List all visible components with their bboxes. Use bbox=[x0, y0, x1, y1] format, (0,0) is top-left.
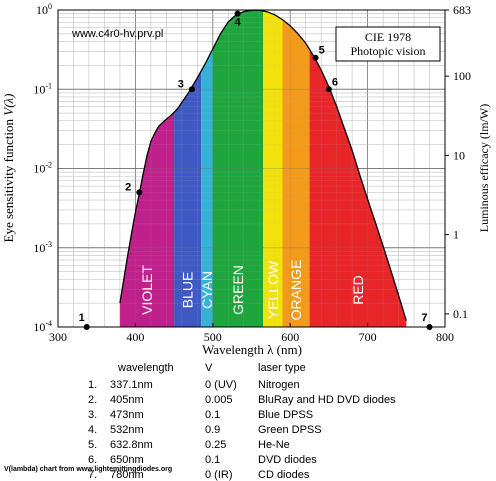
legend-box: CIE 1978 Photopic vision bbox=[335, 26, 441, 62]
laser-point-label: 6 bbox=[332, 76, 338, 88]
y2-tick-label: 10 bbox=[453, 148, 465, 162]
table-cell-num: 1. bbox=[88, 379, 98, 391]
spectrum-bands bbox=[119, 10, 407, 328]
sensitivity-curve bbox=[119, 9, 407, 321]
band-yellow bbox=[263, 10, 283, 328]
y-axis-ticks: 10-4 10-3 10-2 10-1 100 bbox=[33, 2, 52, 334]
y2-tick-label: 100 bbox=[453, 69, 471, 83]
band-label: CYAN bbox=[199, 271, 215, 309]
x-tick-label: 700 bbox=[359, 330, 377, 344]
laser-point-7 bbox=[426, 324, 433, 330]
y-tick-label: 10-1 bbox=[33, 81, 52, 96]
table-cell-num: 5. bbox=[88, 439, 98, 451]
table-cell-wavelength: 337.1nm bbox=[110, 379, 153, 391]
x-axis-label: Wavelength λ (nm) bbox=[202, 342, 302, 357]
table-cell-wavelength: 405nm bbox=[110, 394, 144, 406]
y-tick-label: 10-4 bbox=[33, 319, 52, 334]
y2-tick-label: 683 bbox=[453, 3, 471, 17]
laser-point-label: 4 bbox=[235, 17, 242, 29]
band-label: BLUE bbox=[180, 272, 196, 309]
band-label: RED bbox=[350, 275, 366, 305]
table-cell-type: Nitrogen bbox=[258, 379, 300, 391]
laser-point-label: 7 bbox=[421, 312, 427, 324]
band-green bbox=[212, 10, 264, 327]
table-cell-num: 7. bbox=[88, 469, 98, 481]
y-tick-label: 10-3 bbox=[33, 240, 52, 255]
table-cell-wavelength: 632.8nm bbox=[110, 439, 153, 451]
legend-line-1: CIE 1978 bbox=[365, 30, 411, 44]
band-blue bbox=[174, 71, 202, 327]
x-tick-label: 500 bbox=[204, 330, 222, 344]
y-axis-label: Eye sensitivity function V(λ) bbox=[1, 94, 16, 243]
y-tick-label: 10-2 bbox=[33, 161, 52, 176]
band-label: YELLOW bbox=[265, 260, 281, 319]
x-tick-label: 800 bbox=[436, 330, 454, 344]
y2-tick-label: 0.1 bbox=[453, 307, 468, 321]
band-label: VIOLET bbox=[139, 265, 155, 315]
laser-point-1 bbox=[83, 324, 90, 330]
table-cell-type: BluRay and HD DVD diodes bbox=[258, 394, 396, 406]
table-cell-v: 0.1 bbox=[205, 454, 221, 466]
table-cell-num: 2. bbox=[88, 394, 98, 406]
y-tick-label: 100 bbox=[36, 2, 52, 17]
laser-point-2 bbox=[136, 189, 143, 196]
table-cell-type: CD diodes bbox=[258, 469, 310, 481]
table-cell-wavelength: 650nm bbox=[110, 454, 144, 466]
table-cell-type: He-Ne bbox=[258, 439, 290, 451]
table-cell-num: 6. bbox=[88, 454, 98, 466]
legend-line-2: Photopic vision bbox=[350, 44, 425, 58]
y2-axis-label: Luminous efficacy (lm/W) bbox=[477, 104, 491, 232]
band-labels: VIOLET BLUE CYAN GREEN YELLOW ORANGE RED bbox=[139, 260, 366, 321]
band-label: GREEN bbox=[230, 265, 246, 315]
credit-text: V(lambda) chart from www.lightemittingdi… bbox=[4, 466, 173, 473]
header-v: V bbox=[205, 362, 213, 374]
laser-point-6 bbox=[325, 86, 332, 93]
table-cell-num: 3. bbox=[88, 409, 98, 421]
table-cell-wavelength: 780nm bbox=[110, 469, 144, 481]
table-cell-v: 0.9 bbox=[205, 424, 221, 436]
header-wavelength: wavelength bbox=[118, 362, 174, 374]
band-violet bbox=[119, 112, 175, 328]
table-cell-v: 0 (IR) bbox=[205, 469, 233, 481]
laser-point-4 bbox=[234, 10, 241, 17]
y2-tick-label: 1 bbox=[453, 228, 459, 242]
table-cell-type: Green DPSS bbox=[258, 424, 322, 436]
table-cell-v: 0 (UV) bbox=[205, 379, 237, 391]
header-laser-type: laser type bbox=[258, 362, 306, 374]
y2-axis-ticks: 683 100 10 1 0.1 bbox=[445, 3, 471, 321]
x-tick-label: 400 bbox=[126, 330, 144, 344]
x-tick-label: 300 bbox=[49, 330, 67, 344]
table-cell-wavelength: 532nm bbox=[110, 424, 144, 436]
laser-point-label: 1 bbox=[79, 312, 85, 324]
sensitivity-chart: VIOLET BLUE CYAN GREEN YELLOW ORANGE RED 300 40… bbox=[1, 2, 491, 357]
table-cell-wavelength: 473nm bbox=[110, 409, 144, 421]
plot-frame bbox=[57, 9, 446, 328]
laser-point-3 bbox=[188, 86, 195, 93]
laser-point-5 bbox=[312, 54, 319, 61]
band-red bbox=[309, 49, 407, 327]
laser-point-label: 5 bbox=[319, 45, 325, 57]
table-cell-num: 4. bbox=[88, 424, 98, 436]
laser-point-label: 2 bbox=[125, 181, 131, 193]
laser-table: wavelength V laser type 1. 337.1nm 0 (UV) N… bbox=[0, 356, 496, 481]
band-cyan bbox=[201, 48, 213, 328]
table-cell-v: 0.1 bbox=[205, 409, 221, 421]
laser-points: 1 2 3 4 5 6 7 bbox=[79, 10, 433, 330]
x-axis-ticks: 300 400 500 600 700 800 bbox=[49, 323, 454, 344]
laser-point-label: 3 bbox=[178, 78, 184, 90]
table-cell-v: 0.005 bbox=[205, 394, 233, 406]
band-label: ORANGE bbox=[288, 260, 304, 321]
table-cell-type: Blue DPSS bbox=[258, 409, 314, 421]
table-cell-v: 0.25 bbox=[205, 439, 227, 451]
table-cell-type: DVD diodes bbox=[258, 454, 317, 466]
band-orange bbox=[282, 19, 310, 327]
x-tick-label: 600 bbox=[281, 330, 299, 344]
watermark: www.c4r0-hv.prv.pl bbox=[71, 28, 163, 40]
